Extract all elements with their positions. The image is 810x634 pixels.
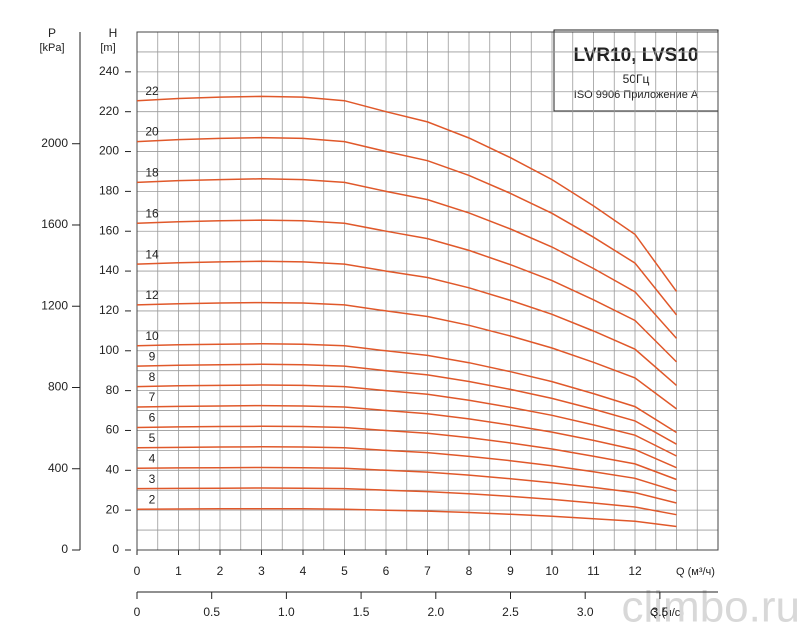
- series-label: 10: [145, 329, 159, 343]
- x-label: Q (м³/ч): [676, 566, 715, 578]
- y-tick-label: 160: [99, 223, 119, 237]
- curve: [136, 301, 677, 410]
- y2-tick-label: 1200: [41, 298, 68, 312]
- series-label: 2: [149, 492, 156, 506]
- x2-tick-label: 3.0: [577, 605, 594, 619]
- chart-title: LVR10, LVS10: [574, 45, 699, 66]
- y2-tick-label: 2000: [41, 136, 68, 150]
- curve: [136, 260, 677, 386]
- y2-tick-label: 1600: [41, 217, 68, 231]
- x2-tick-label: 2.5: [502, 605, 519, 619]
- y-tick-label: 0: [112, 542, 119, 556]
- x2-tick-label: 0: [134, 605, 141, 619]
- x2-tick-label: 0.5: [203, 605, 220, 619]
- curve: [136, 466, 677, 504]
- x2-tick-label: 1.5: [353, 605, 370, 619]
- y-tick-label: 100: [99, 343, 119, 357]
- x-tick-label: 12: [628, 564, 642, 578]
- series-label: 12: [145, 288, 159, 302]
- x2-tick-label: 2.0: [427, 605, 444, 619]
- series-label: 20: [145, 125, 159, 139]
- y-tick-label: 80: [106, 383, 120, 397]
- curve: [136, 487, 677, 516]
- series-label: 16: [145, 206, 159, 220]
- x-tick-label: 6: [383, 564, 390, 578]
- x-tick-label: 4: [300, 564, 307, 578]
- x2-tick-label: 1.0: [278, 605, 295, 619]
- curve: [136, 136, 678, 316]
- y-tick-label: 20: [106, 502, 120, 516]
- x-tick-label: 3: [258, 564, 265, 578]
- curve: [136, 425, 677, 481]
- y-tick-label: 120: [99, 303, 119, 317]
- y-tick-label: 180: [99, 184, 119, 198]
- curve: [136, 446, 677, 492]
- series-label: 18: [145, 166, 159, 180]
- plot-frame: [136, 31, 719, 551]
- y-tick-label: 220: [99, 104, 119, 118]
- x-tick-label: 8: [466, 564, 473, 578]
- x-tick-label: 2: [217, 564, 224, 578]
- chart-subtitle: 50Гц: [623, 72, 650, 86]
- series-label: 14: [145, 247, 159, 261]
- y-unit: [m]: [100, 42, 115, 54]
- curve: [136, 404, 677, 469]
- curve: [136, 363, 677, 445]
- series-label: 3: [149, 472, 156, 486]
- y2-tick-label: 800: [48, 380, 68, 394]
- x-tick-label: 7: [424, 564, 431, 578]
- curve: [136, 508, 677, 528]
- series-label: 22: [145, 84, 159, 98]
- series-label: 4: [149, 451, 156, 465]
- y2-label: P: [48, 26, 56, 40]
- x-tick-label: 11: [587, 564, 600, 578]
- y-tick-label: 140: [99, 263, 119, 277]
- series-label: 9: [149, 349, 156, 363]
- curve: [136, 384, 677, 457]
- series-label: 7: [149, 390, 156, 404]
- y2-tick-label: 0: [61, 542, 68, 556]
- x-tick-label: 9: [507, 564, 514, 578]
- y-tick-label: 40: [106, 462, 120, 476]
- watermark: climbo.ru: [622, 583, 801, 632]
- x-tick-label: 10: [545, 564, 559, 578]
- curve: [136, 178, 678, 339]
- chart-note: ISO 9906 Приложение A: [574, 89, 699, 101]
- y2-tick-label: 400: [48, 461, 68, 475]
- y-tick-label: 240: [99, 64, 119, 78]
- x2-tick-label: 3.5: [652, 605, 669, 619]
- x-tick-label: 5: [341, 564, 348, 578]
- x2-label: Q (л/с): [650, 607, 684, 619]
- y-tick-label: 60: [106, 423, 120, 437]
- title-box: [553, 29, 719, 112]
- curve: [136, 343, 677, 434]
- y-label: H: [109, 26, 118, 40]
- curve: [136, 95, 678, 292]
- y2-unit: [kPa]: [39, 42, 64, 54]
- series-label: 8: [149, 370, 156, 384]
- series-label: 6: [149, 411, 156, 425]
- x-tick-label: 1: [175, 564, 182, 578]
- x-tick-label: 0: [134, 564, 141, 578]
- curve: [136, 219, 678, 363]
- series-label: 5: [149, 431, 156, 445]
- y-tick-label: 200: [99, 144, 119, 158]
